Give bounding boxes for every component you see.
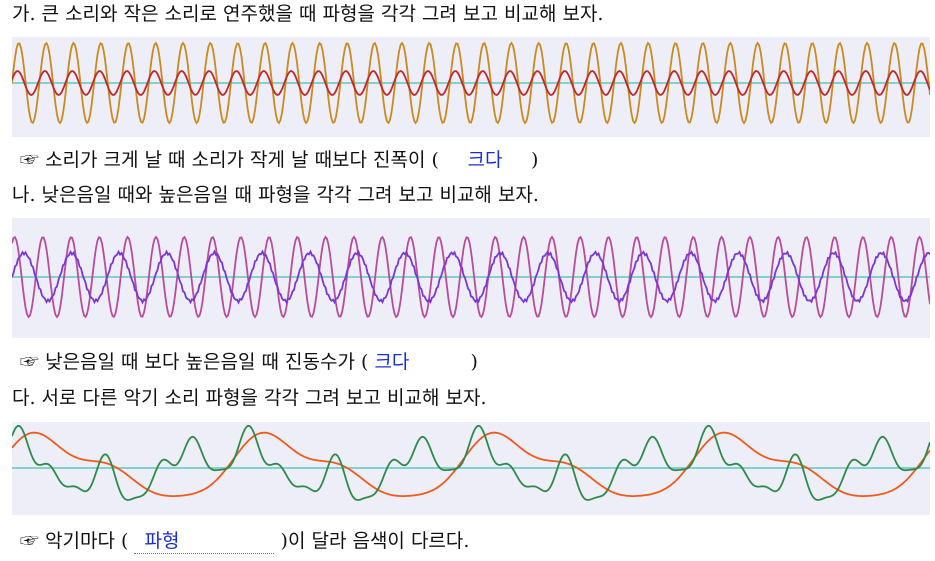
answer: 크다 xyxy=(374,351,410,373)
heading: 나. 낮은음일 때와 높은음일 때 파형을 각각 그려 보고 비교해 보자. xyxy=(12,184,539,206)
pointer-icon: ☞ xyxy=(20,530,40,552)
waveform xyxy=(12,249,930,305)
waveform-image xyxy=(12,37,930,137)
text: )이 달라 음색이 다르다. xyxy=(280,530,470,552)
sentence: ☞ 낮은음일 때 보다 높은음일 때 진동수가 ( 크다 ) xyxy=(20,350,478,374)
sentence: ☞ 악기마다 ( 파형 )이 달라 음색이 다르다. xyxy=(20,529,469,554)
waveform-image xyxy=(12,218,930,338)
waveform xyxy=(12,431,930,497)
answer: 크다 xyxy=(467,149,503,171)
waveform xyxy=(12,41,930,125)
text: ) xyxy=(531,149,539,171)
waveform xyxy=(12,235,930,319)
pointer-icon: ☞ xyxy=(20,149,40,171)
waveform-image xyxy=(12,422,930,515)
text: ) xyxy=(470,351,478,373)
waveform xyxy=(12,69,930,97)
heading: 가. 큰 소리와 작은 소리로 연주했을 때 파형을 각각 그려 보고 비교해 … xyxy=(12,3,604,25)
text: 소리가 크게 날 때 소리가 작게 날 때보다 진폭이 ( xyxy=(45,149,439,171)
waveform xyxy=(12,424,930,501)
heading: 다. 서로 다른 악기 소리 파형을 각각 그려 보고 비교해 보자. xyxy=(12,387,487,409)
sentence: ☞ 소리가 크게 날 때 소리가 작게 날 때보다 진폭이 ( 크다 ) xyxy=(20,148,538,172)
answer: 파형 xyxy=(134,529,275,554)
text: 악기마다 ( xyxy=(45,530,129,552)
pointer-icon: ☞ xyxy=(20,351,40,373)
text: 낮은음일 때 보다 높은음일 때 진동수가 ( xyxy=(45,351,369,373)
